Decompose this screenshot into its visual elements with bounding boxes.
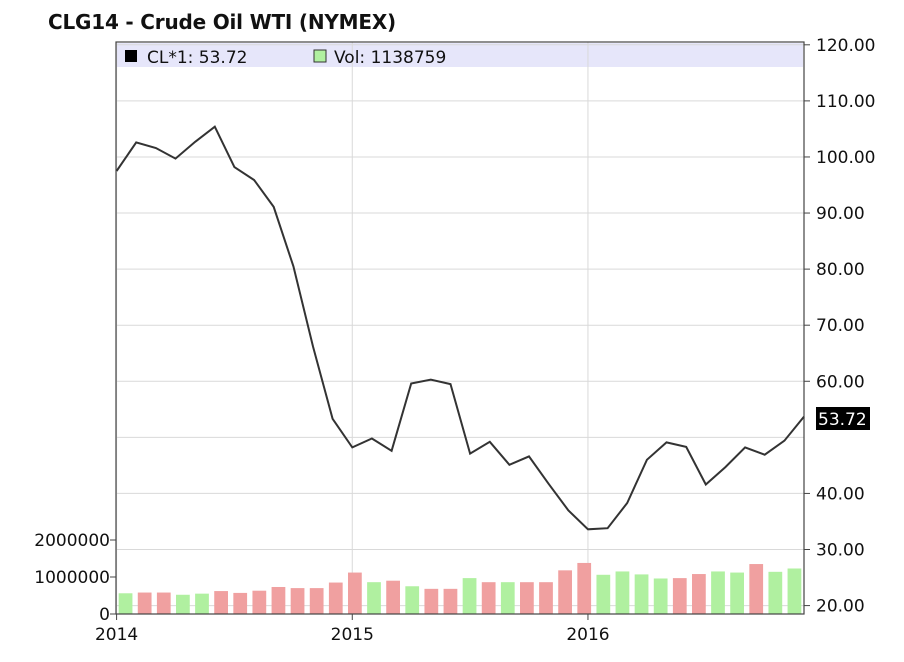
volume-bar (424, 588, 439, 614)
vol-tick-label: 2000000 (34, 531, 110, 551)
volume-bar (443, 588, 458, 614)
plot-area (116, 42, 804, 614)
y-tick-label: 20.00 (816, 597, 865, 617)
volume-bar (596, 574, 611, 614)
y-tick-label: 110.00 (816, 92, 875, 112)
y-tick-label: 40.00 (816, 484, 865, 504)
volume-bar (386, 580, 400, 614)
y-tick-label: 120.00 (816, 36, 875, 56)
time-axis: 2014 2015 2016 (95, 614, 610, 645)
vol-tick-label: 0 (99, 605, 110, 625)
volume-bar (367, 582, 381, 614)
volume-bar (768, 571, 783, 614)
volume-bar (520, 582, 534, 614)
y-tick-label: 90.00 (816, 204, 865, 224)
price-legend-label: CL*1: 53.72 (147, 48, 247, 68)
last-value-marker (816, 407, 870, 430)
volume-bar (653, 578, 668, 614)
volume-bar (328, 582, 343, 614)
volume-bar (711, 571, 725, 614)
volume-bar (214, 591, 228, 614)
volume-bar (749, 564, 764, 614)
y-tick-label: 100.00 (816, 148, 875, 168)
vol-tick-label: 1000000 (34, 568, 110, 588)
y-tick-label: 80.00 (816, 260, 865, 280)
price-line (115, 125, 805, 531)
x-tick-label: 2016 (566, 625, 609, 645)
last-value-label: 53.72 (818, 410, 867, 430)
volume-bar (290, 588, 305, 614)
volume-bar (634, 574, 649, 614)
x-tick-label: 2015 (331, 625, 374, 645)
volume-bar (558, 570, 572, 614)
volume-bar (672, 578, 687, 614)
y-tick-label: 60.00 (816, 372, 865, 392)
volume-bar (233, 592, 248, 614)
volume-bar (692, 574, 706, 614)
volume-bar (195, 593, 209, 614)
volume-bar (176, 594, 190, 614)
volume-bar (271, 586, 286, 614)
volume-bar (462, 578, 477, 614)
y-tick-label: 70.00 (816, 316, 865, 336)
chart-title: CLG14 - Crude Oil WTI (NYMEX) (48, 10, 396, 34)
volume-bar (137, 592, 152, 614)
volume-bar (252, 590, 267, 614)
volume-legend-swatch (313, 49, 327, 63)
y-tick-label: 30.00 (816, 541, 865, 561)
volume-bar (156, 592, 171, 614)
volume-bar (539, 582, 553, 614)
volume-bar (481, 582, 496, 614)
volume-bar (309, 588, 324, 614)
volume-legend-label: Vol: 1138759 (334, 48, 446, 68)
volume-bar (615, 571, 630, 614)
x-tick-label: 2014 (95, 625, 138, 645)
plot-border (115, 41, 805, 615)
volume-bar (405, 586, 420, 614)
price-axis: 120.00 110.00 100.00 90.00 80.00 70.00 60.00 40… (804, 36, 875, 617)
volume-bar (118, 593, 133, 614)
volume-bar (348, 572, 362, 614)
legend-background (117, 43, 803, 67)
volume-bar (577, 562, 592, 614)
volume-bars (118, 562, 802, 614)
volume-bar (500, 582, 515, 614)
price-legend-swatch (125, 50, 137, 62)
volume-bar (787, 568, 802, 614)
volume-axis: 2000000 1000000 0 (34, 531, 116, 625)
volume-bar (730, 572, 744, 614)
